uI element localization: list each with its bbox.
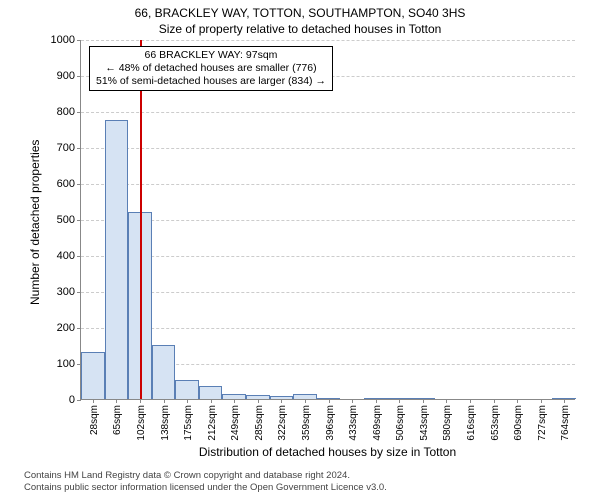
xtick-label: 212sqm — [207, 399, 218, 441]
callout-line-1: 66 BRACKLEY WAY: 97sqm — [96, 49, 326, 62]
gridline — [81, 148, 575, 149]
y-axis-label: Number of detached properties — [28, 140, 42, 305]
footer-line-2: Contains public sector information licen… — [24, 482, 387, 494]
xtick-label: 396sqm — [325, 399, 336, 441]
ytick-label: 0 — [69, 394, 81, 406]
ytick-label: 300 — [57, 286, 81, 298]
xtick-label: 690sqm — [513, 399, 524, 441]
xtick-label: 285sqm — [254, 399, 265, 441]
plot-area: 0100200300400500600700800900100028sqm65s… — [80, 40, 575, 400]
gridline — [81, 292, 575, 293]
ytick-label: 600 — [57, 178, 81, 190]
xtick-label: 433sqm — [348, 399, 359, 441]
xtick-label: 727sqm — [537, 399, 548, 441]
xtick-label: 138sqm — [160, 399, 171, 441]
bar — [81, 352, 105, 399]
gridline — [81, 40, 575, 41]
xtick-label: 469sqm — [372, 399, 383, 441]
xtick-label: 616sqm — [466, 399, 477, 441]
xtick-label: 764sqm — [560, 399, 571, 441]
ytick-label: 400 — [57, 250, 81, 262]
bar — [152, 345, 176, 399]
xtick-label: 65sqm — [112, 399, 123, 435]
ytick-label: 200 — [57, 322, 81, 334]
bar — [199, 386, 223, 399]
gridline — [81, 112, 575, 113]
xtick-label: 28sqm — [89, 399, 100, 435]
ytick-label: 900 — [57, 70, 81, 82]
x-axis-label: Distribution of detached houses by size … — [80, 445, 575, 459]
callout-line-3: 51% of semi-detached houses are larger (… — [96, 75, 326, 88]
xtick-label: 249sqm — [230, 399, 241, 441]
xtick-label: 653sqm — [490, 399, 501, 441]
callout-box: 66 BRACKLEY WAY: 97sqm ← 48% of detached… — [89, 46, 333, 91]
gridline — [81, 184, 575, 185]
ytick-label: 800 — [57, 106, 81, 118]
ytick-label: 1000 — [51, 34, 81, 46]
xtick-label: 359sqm — [301, 399, 312, 441]
chart-title-2: Size of property relative to detached ho… — [0, 22, 600, 38]
xtick-label: 580sqm — [442, 399, 453, 441]
chart-title-1: 66, BRACKLEY WAY, TOTTON, SOUTHAMPTON, S… — [0, 0, 600, 22]
ytick-label: 700 — [57, 142, 81, 154]
ytick-label: 100 — [57, 358, 81, 370]
marker-line — [140, 40, 142, 399]
xtick-label: 506sqm — [395, 399, 406, 441]
xtick-label: 543sqm — [419, 399, 430, 441]
callout-line-2: ← 48% of detached houses are smaller (77… — [96, 62, 326, 75]
ytick-label: 500 — [57, 214, 81, 226]
footer-line-1: Contains HM Land Registry data © Crown c… — [24, 470, 387, 482]
bar — [175, 380, 199, 399]
xtick-label: 102sqm — [136, 399, 147, 441]
gridline — [81, 220, 575, 221]
xtick-label: 322sqm — [277, 399, 288, 441]
gridline — [81, 328, 575, 329]
xtick-label: 175sqm — [183, 399, 194, 441]
chart-container: 0100200300400500600700800900100028sqm65s… — [50, 40, 575, 435]
footer-attribution: Contains HM Land Registry data © Crown c… — [24, 470, 387, 494]
gridline — [81, 256, 575, 257]
bar — [105, 120, 129, 399]
